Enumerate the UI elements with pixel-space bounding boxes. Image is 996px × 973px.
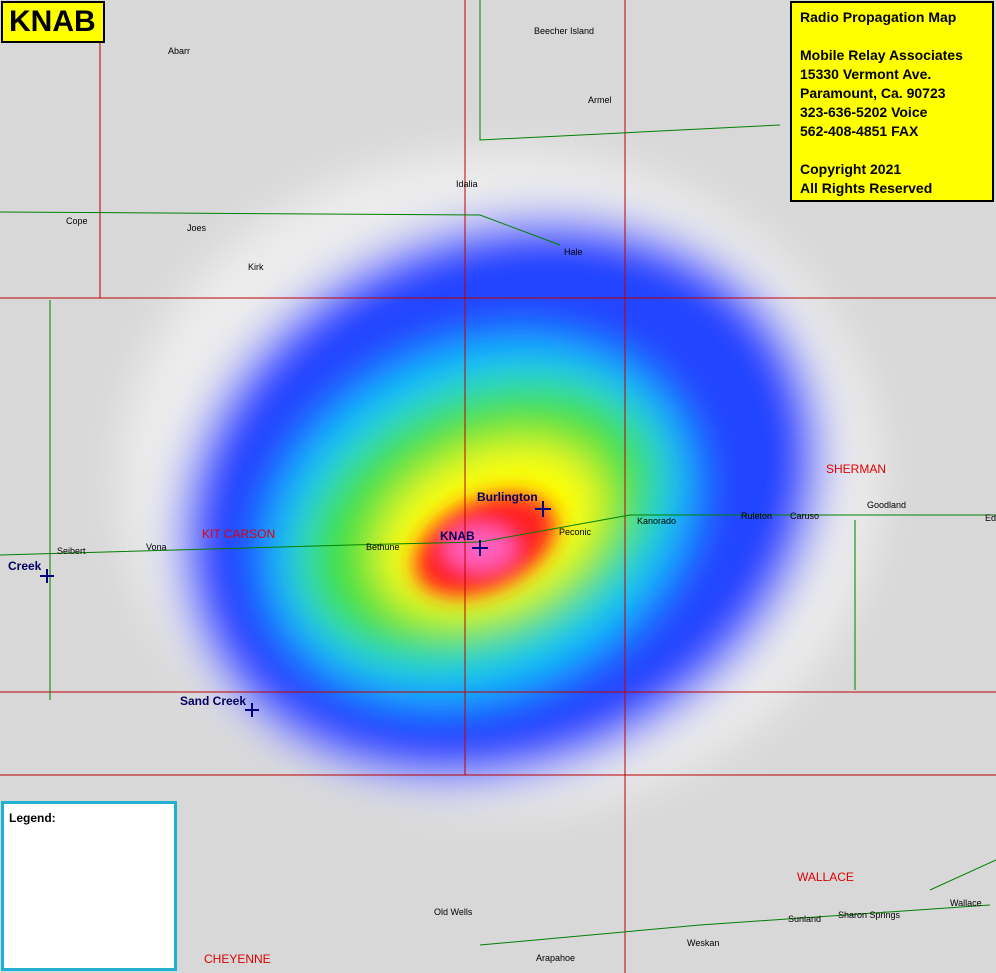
county-label: CHEYENNE xyxy=(204,952,271,966)
county-label: SHERMAN xyxy=(826,462,886,476)
place-label: Joes xyxy=(187,223,207,233)
info-line: Paramount, Ca. 90723 xyxy=(800,85,946,101)
info-line: 323-636-5202 Voice xyxy=(800,104,928,120)
place-label: Bethune xyxy=(366,542,400,552)
place-label: Idalia xyxy=(456,179,478,189)
info-line: Copyright 2021 xyxy=(800,161,902,177)
place-label: Hale xyxy=(564,247,583,257)
place-label: Goodland xyxy=(867,500,906,510)
place-label: Seibert xyxy=(57,546,86,556)
place-label: Vona xyxy=(146,542,167,552)
place-label: Abarr xyxy=(168,46,190,56)
coverage xyxy=(120,150,880,810)
county-label: WALLACE xyxy=(797,870,854,884)
place-label: Cope xyxy=(66,216,88,226)
place-label: Burlington xyxy=(477,490,538,504)
legend: Legend:MagntaExtremely StrongRedVery Str… xyxy=(1,801,177,971)
place-label: Wallace xyxy=(950,898,982,908)
place-label: Armel xyxy=(588,95,612,105)
info-line: 562-408-4851 FAX xyxy=(800,123,919,139)
place-label: Kanorado xyxy=(637,516,676,526)
place-label: Ruleton xyxy=(741,511,772,521)
info-line: Mobile Relay Associates xyxy=(800,47,963,63)
place-label: Sunland xyxy=(788,914,821,924)
place-label: Sand Creek xyxy=(180,694,246,708)
place-label: Caruso xyxy=(790,511,819,521)
info-box: Radio Propagation Map Mobile Relay Associ… xyxy=(790,1,994,202)
info-line: Radio Propagation Map xyxy=(800,9,957,25)
info-line: All Rights Reserved xyxy=(800,180,933,196)
place-label: Old Wells xyxy=(434,907,473,917)
place-label: Beecher Island xyxy=(534,26,594,36)
info-line: 15330 Vermont Ave. xyxy=(800,66,932,82)
place-label: Kirk xyxy=(248,262,264,272)
county-label: KIT CARSON xyxy=(202,527,275,541)
place-label: KNAB xyxy=(440,529,475,543)
place-label: Weskan xyxy=(687,938,719,948)
map-title: KNAB xyxy=(1,1,105,43)
place-label: Arapahoe xyxy=(536,953,575,963)
place-label: Ed xyxy=(985,513,996,523)
legend-title: Legend: xyxy=(9,811,56,825)
place-label: Creek xyxy=(8,559,42,573)
place-label: Sharon Springs xyxy=(838,910,901,920)
place-label: Peconic xyxy=(559,527,592,537)
